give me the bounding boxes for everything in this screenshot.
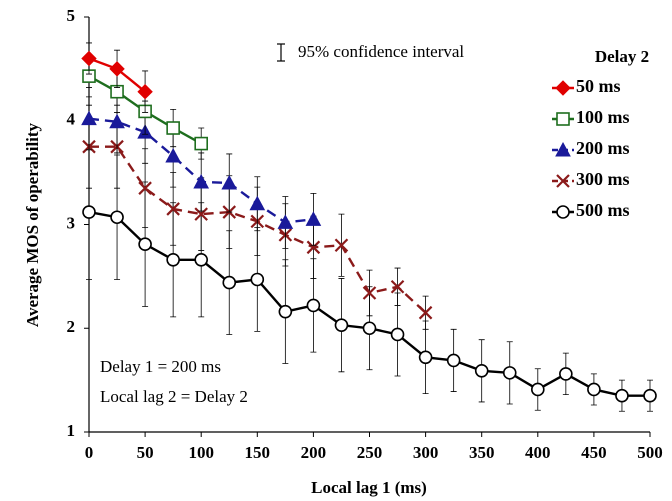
marker [556, 112, 570, 126]
x-tick-label: 400 [525, 443, 551, 462]
marker [305, 211, 322, 226]
x-tick-label: 450 [581, 443, 607, 462]
marker [166, 202, 180, 216]
legend-label: 50 ms [576, 76, 621, 96]
y-axis-label: Average MOS of operability [23, 122, 42, 327]
legend-label: 200 ms [576, 138, 630, 158]
marker [334, 238, 349, 253]
legend-label: 300 ms [576, 169, 630, 189]
marker [250, 272, 265, 287]
marker [81, 50, 97, 67]
marker [559, 367, 573, 381]
marker [390, 279, 405, 294]
x-tick-label: 150 [245, 443, 271, 462]
marker [193, 173, 210, 189]
marker [362, 321, 377, 336]
y-tick-label: 3 [67, 213, 76, 232]
marker [555, 80, 571, 96]
annotation: 95% confidence interval [298, 42, 464, 61]
marker [109, 61, 125, 77]
x-tick-label: 200 [301, 443, 327, 462]
marker [277, 214, 294, 229]
y-tick-label: 2 [67, 317, 76, 336]
marker [166, 121, 180, 135]
marker [306, 298, 321, 313]
marker [643, 388, 657, 403]
marker [249, 195, 266, 211]
legend-title: Delay 2 [595, 47, 649, 66]
marker [502, 366, 517, 380]
x-tick-label: 500 [637, 443, 663, 462]
marker [334, 318, 349, 332]
x-tick-label: 300 [413, 443, 439, 462]
marker [587, 382, 601, 397]
marker [194, 252, 208, 267]
marker [222, 275, 237, 290]
marker [194, 136, 208, 151]
marker [530, 382, 545, 397]
marker [418, 350, 433, 365]
marker [615, 388, 629, 403]
series [82, 144, 657, 412]
marker [165, 147, 181, 163]
marker [138, 181, 152, 195]
marker [446, 353, 461, 368]
y-tick-label: 5 [67, 6, 76, 25]
marker [362, 286, 377, 300]
marker [138, 237, 152, 252]
annotation: Delay 1 = 200 ms [100, 357, 221, 376]
x-tick-label: 50 [137, 443, 154, 462]
marker [556, 205, 570, 219]
x-tick-label: 350 [469, 443, 495, 462]
marker [555, 141, 571, 157]
marker [306, 240, 321, 255]
marker [137, 83, 153, 100]
marker [109, 113, 125, 129]
x-tick-label: 250 [357, 443, 383, 462]
annotation: Local lag 2 = Delay 2 [100, 387, 248, 406]
marker [278, 304, 293, 319]
legend-label: 100 ms [576, 107, 630, 127]
ci-symbol [277, 43, 285, 62]
marker [556, 174, 570, 188]
marker [221, 174, 238, 190]
marker [81, 110, 97, 126]
legend-label: 500 ms [576, 200, 630, 220]
series [81, 42, 153, 113]
marker [166, 252, 180, 267]
x-tick-label: 100 [188, 443, 214, 462]
x-tick-label: 0 [85, 443, 94, 462]
marker [390, 327, 405, 342]
y-tick-label: 4 [67, 110, 76, 129]
marker [418, 305, 433, 320]
marker [82, 205, 96, 219]
y-tick-label: 1 [67, 421, 76, 440]
marker [194, 207, 208, 221]
x-axis-label: Local lag 1 (ms) [311, 478, 427, 497]
marker [110, 210, 124, 225]
marker [474, 363, 489, 378]
